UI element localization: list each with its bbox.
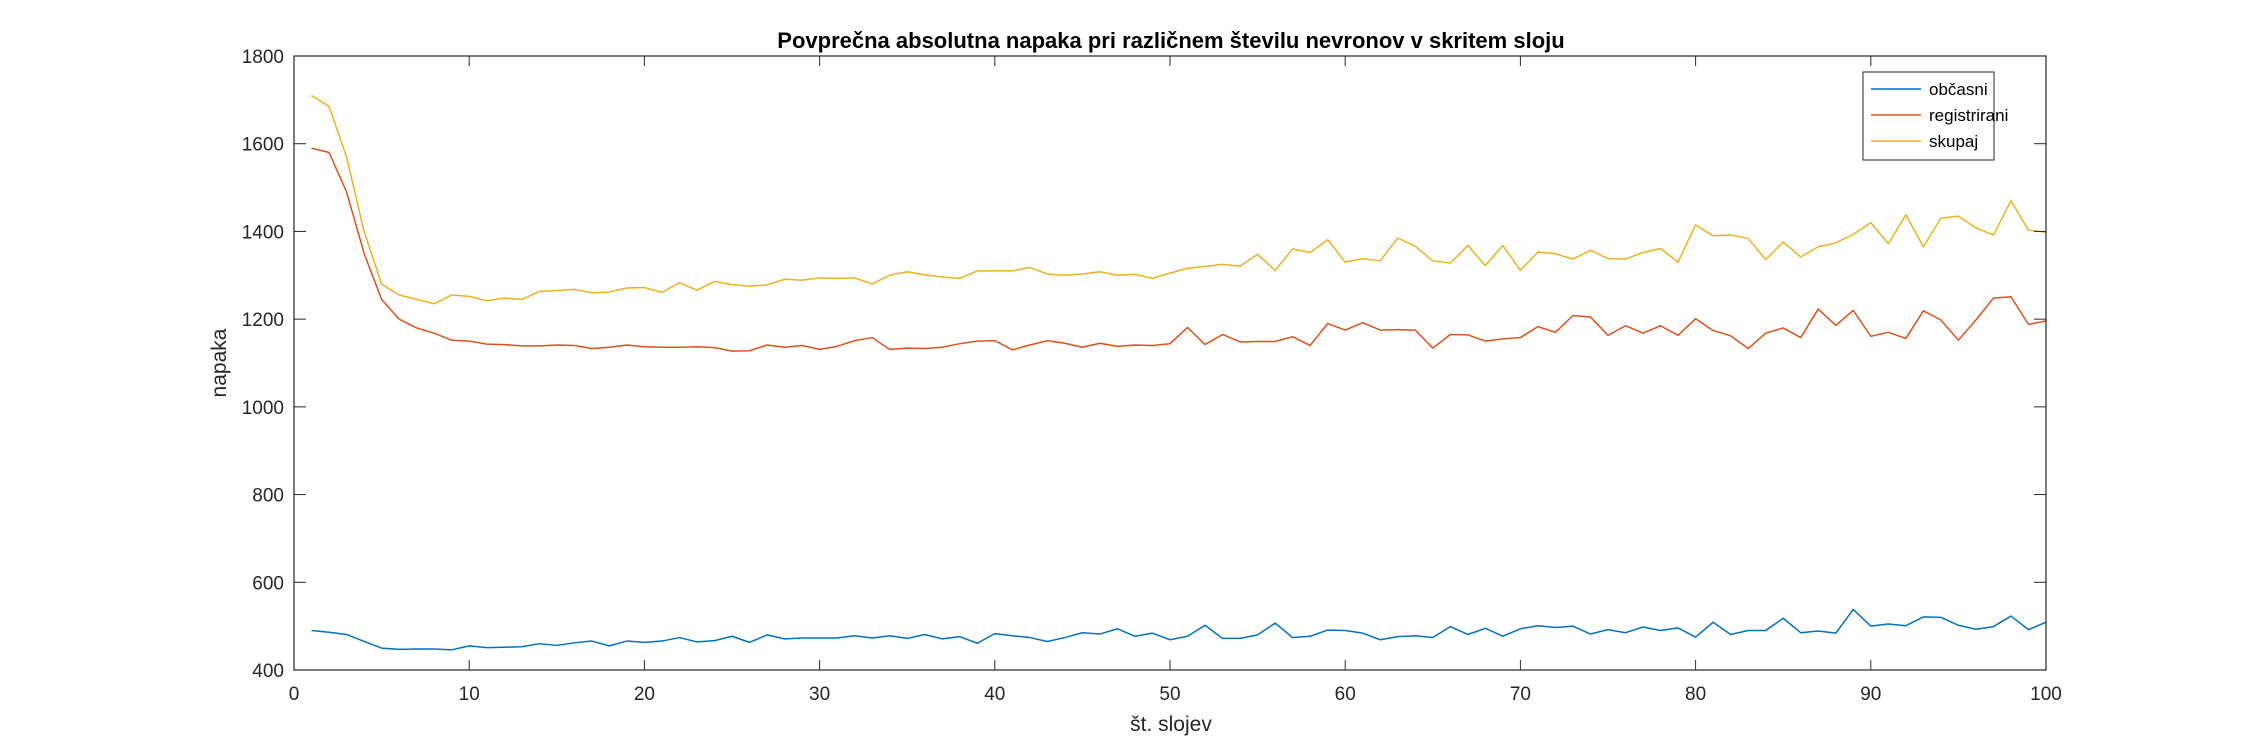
axes-box <box>293 55 2047 671</box>
x-axis-label: št. slojev <box>1130 713 1212 736</box>
y-tick-label: 400 <box>252 661 284 682</box>
chart-title: Povprečna absolutna napaka pri različnem… <box>777 28 1564 53</box>
series-line-3 <box>311 94 2047 305</box>
y-tick-label: 800 <box>252 486 284 507</box>
x-tick-label: 10 <box>459 684 480 705</box>
legend: občasni registrirani skupaj <box>1862 71 2008 161</box>
x-tick-label: 90 <box>1860 684 1881 705</box>
x-tick-label: 60 <box>1335 684 1356 705</box>
legend-label: občasni <box>1929 80 1988 99</box>
x-tick-label: 0 <box>289 684 300 705</box>
legend-label: skupaj <box>1929 132 1978 151</box>
y-tick-label: 1400 <box>242 222 284 243</box>
plot-area <box>311 94 2047 651</box>
y-tick-label: 1800 <box>242 47 284 68</box>
x-tick-label: 70 <box>1510 684 1531 705</box>
x-tick-label: 100 <box>2030 684 2062 705</box>
x-tick-label: 30 <box>809 684 830 705</box>
x-tick-label: 50 <box>1159 684 1180 705</box>
legend-box <box>1862 71 1995 161</box>
y-tick-label: 1600 <box>242 135 284 156</box>
x-tick-label: 80 <box>1685 684 1706 705</box>
y-tick-label: 1200 <box>242 310 284 331</box>
axis-ticks: 0 10 20 30 40 50 60 70 80 90 100 400 600 800 1000 1200 1… <box>242 47 2062 705</box>
series-line-1 <box>311 608 2047 651</box>
y-axis-label: napaka <box>208 328 231 397</box>
y-tick-label: 600 <box>252 573 284 594</box>
x-tick-label: 40 <box>984 684 1005 705</box>
x-tick-label: 20 <box>634 684 655 705</box>
series-line-2 <box>311 147 2047 352</box>
y-tick-label: 1000 <box>242 398 284 419</box>
legend-label: registrirani <box>1929 106 2008 125</box>
